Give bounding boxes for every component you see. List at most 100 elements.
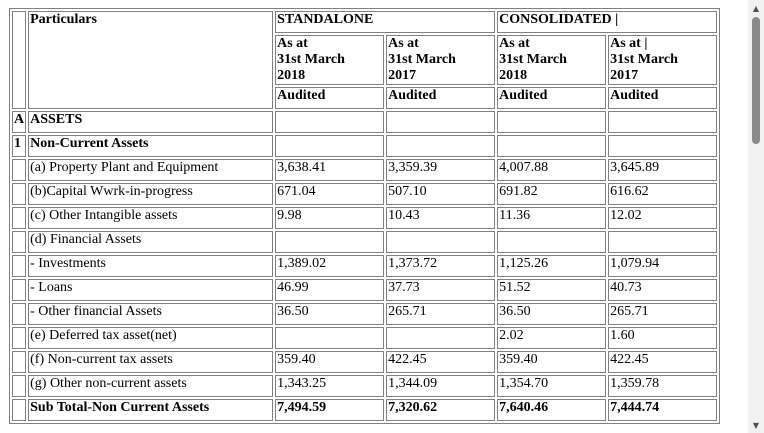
table-row: (d) Financial Assets xyxy=(12,231,718,253)
cell-value xyxy=(608,135,718,157)
cell-value: 422.45 xyxy=(386,351,496,373)
row-label: - Investments xyxy=(28,255,274,277)
audit-status: Audited xyxy=(275,87,385,109)
audit-status: Audited xyxy=(497,87,607,109)
cell-value: 3,645.89 xyxy=(608,159,718,181)
row-label: (b)Capital Wwrk-in-progress xyxy=(28,183,274,205)
row-label: (f) Non-current tax assets xyxy=(28,351,274,373)
cell-value: 265.71 xyxy=(608,303,718,325)
period-header: As at 31st March 2017 xyxy=(386,35,496,85)
cell-value: 671.04 xyxy=(275,183,385,205)
cell-value: 359.40 xyxy=(275,351,385,373)
scroll-up-arrow-icon[interactable]: ▲ xyxy=(752,3,760,13)
audit-status: Audited xyxy=(608,87,718,109)
row-index xyxy=(12,183,27,205)
cell-value: 1,389.02 xyxy=(275,255,385,277)
row-label: (e) Deferred tax asset(net) xyxy=(28,327,274,349)
cell-value: 36.50 xyxy=(275,303,385,325)
cell-value: 7,494.59 xyxy=(275,399,385,421)
cell-value: 1,359.78 xyxy=(608,375,718,397)
header-row-status: Audited Audited Audited Audited xyxy=(12,87,718,109)
cell-value xyxy=(386,135,496,157)
cell-value xyxy=(497,135,607,157)
cell-value: 507.10 xyxy=(386,183,496,205)
table-row: (c) Other Intangible assets 9.98 10.43 1… xyxy=(12,207,718,229)
cell-value: 1,373.72 xyxy=(386,255,496,277)
cell-value: 10.43 xyxy=(386,207,496,229)
cell-value: 9.98 xyxy=(275,207,385,229)
cell-value: 1,344.09 xyxy=(386,375,496,397)
cell-value: 4,007.88 xyxy=(497,159,607,181)
table-row: - Investments 1,389.02 1,373.72 1,125.26… xyxy=(12,255,718,277)
cell-value: 2.02 xyxy=(497,327,607,349)
cell-value xyxy=(497,111,607,133)
financial-results-table: Particulars STANDALONE CONSOLIDATED | As… xyxy=(9,8,721,424)
row-index: A xyxy=(12,111,27,133)
cell-value: 616.62 xyxy=(608,183,718,205)
cell-value: 422.45 xyxy=(608,351,718,373)
row-label: (c) Other Intangible assets xyxy=(28,207,274,229)
table-row: (b)Capital Wwrk-in-progress 671.04 507.1… xyxy=(12,183,718,205)
standalone-header: STANDALONE xyxy=(275,11,496,33)
row-index xyxy=(12,255,27,277)
table-row: A ASSETS xyxy=(12,111,718,133)
particulars-header: Particulars xyxy=(28,11,274,109)
vertical-scrollbar[interactable]: ▲ ▼ xyxy=(748,0,764,433)
row-label: (g) Other non-current assets xyxy=(28,375,274,397)
row-label: Sub Total-Non Current Assets xyxy=(28,399,274,421)
header-row-group: Particulars STANDALONE CONSOLIDATED | xyxy=(12,11,718,109)
row-label: (d) Financial Assets xyxy=(28,231,274,253)
table-row: (a) Property Plant and Equipment 3,638.4… xyxy=(12,159,718,181)
table-row: (e) Deferred tax asset(net) 2.02 1.60 xyxy=(12,327,718,349)
scroll-down-arrow-icon[interactable]: ▼ xyxy=(752,420,760,430)
header-row-period: As at 31st March 2018 As at 31st March 2017 … xyxy=(12,35,718,85)
cell-value: 37.73 xyxy=(386,279,496,301)
table-row: (f) Non-current tax assets 359.40 422.45… xyxy=(12,351,718,373)
cell-value: 46.99 xyxy=(275,279,385,301)
period-header: As at | 31st March 2017 xyxy=(608,35,718,85)
cell-value: 7,320.62 xyxy=(386,399,496,421)
cell-value: 691.82 xyxy=(497,183,607,205)
cell-value: 1,125.26 xyxy=(497,255,607,277)
row-index xyxy=(12,159,27,181)
row-index xyxy=(12,207,27,229)
cell-value: 359.40 xyxy=(497,351,607,373)
cell-value xyxy=(386,231,496,253)
cell-value: 51.52 xyxy=(497,279,607,301)
cell-value xyxy=(608,111,718,133)
row-index xyxy=(12,351,27,373)
cell-value xyxy=(275,135,385,157)
table-row: 1 Non-Current Assets xyxy=(12,135,718,157)
cell-value xyxy=(608,231,718,253)
cell-value: 1,079.94 xyxy=(608,255,718,277)
cell-value: 1.60 xyxy=(608,327,718,349)
cell-value: 3,638.41 xyxy=(275,159,385,181)
row-index xyxy=(12,279,27,301)
cell-value xyxy=(386,327,496,349)
document-viewport: Particulars STANDALONE CONSOLIDATED | As… xyxy=(9,8,721,424)
row-index xyxy=(12,399,27,421)
cell-value: 265.71 xyxy=(386,303,496,325)
row-label: (a) Property Plant and Equipment xyxy=(28,159,274,181)
row-index: 1 xyxy=(12,135,27,157)
header-index-cell xyxy=(12,11,27,109)
period-header: As at 31st March 2018 xyxy=(275,35,385,85)
cell-value: 11.36 xyxy=(497,207,607,229)
cell-value: 40.73 xyxy=(608,279,718,301)
cell-value xyxy=(275,327,385,349)
row-index xyxy=(12,231,27,253)
audit-status: Audited xyxy=(386,87,496,109)
row-index xyxy=(12,375,27,397)
cell-value xyxy=(275,231,385,253)
cell-value: 1,354.70 xyxy=(497,375,607,397)
cell-value: 7,444.74 xyxy=(608,399,718,421)
cell-value xyxy=(386,111,496,133)
row-label: Non-Current Assets xyxy=(28,135,274,157)
cell-value: 1,343.25 xyxy=(275,375,385,397)
table-row: - Other financial Assets 36.50 265.71 36… xyxy=(12,303,718,325)
scrollbar-thumb[interactable] xyxy=(752,17,760,144)
consolidated-header: CONSOLIDATED | xyxy=(497,11,718,33)
row-index xyxy=(12,303,27,325)
cell-value: 3,359.39 xyxy=(386,159,496,181)
table-row: - Loans 46.99 37.73 51.52 40.73 xyxy=(12,279,718,301)
